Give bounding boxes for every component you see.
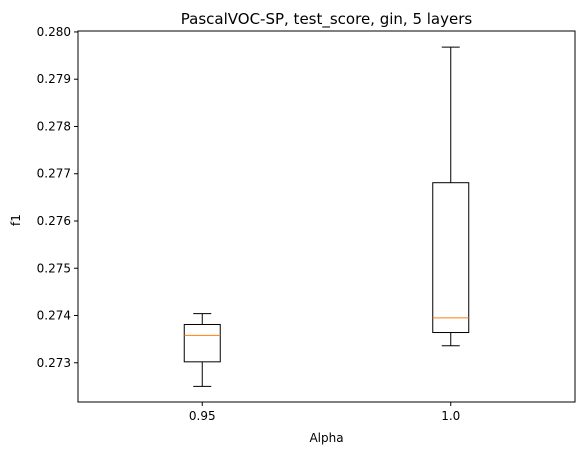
y-tick-label: 0.278 xyxy=(37,119,71,133)
box-1.0 xyxy=(432,46,470,347)
chart-title: PascalVOC-SP, test_score, gin, 5 layers xyxy=(181,10,473,29)
y-tick-label: 0.280 xyxy=(37,25,71,39)
box-body xyxy=(432,182,470,334)
plot-area xyxy=(78,0,575,402)
x-tick-label: 1.0 xyxy=(441,409,460,423)
y-ticks: 0.273 0.274 0.275 0.276 0.277 0.278 0.279 0.280 xyxy=(37,25,78,370)
x-tick-label: 0.95 xyxy=(189,409,216,423)
y-tick-label: 0.275 xyxy=(37,261,71,275)
y-tick-label: 0.277 xyxy=(37,167,71,181)
plot-frame xyxy=(77,30,576,403)
box-body xyxy=(183,323,221,363)
box-0.95 xyxy=(183,313,221,387)
y-tick-label: 0.276 xyxy=(37,214,71,228)
x-axis-label: Alpha xyxy=(309,431,343,445)
boxes-layer xyxy=(183,46,470,387)
y-axis-label: f1 xyxy=(9,214,23,226)
y-tick-label: 0.273 xyxy=(37,356,71,370)
y-tick-label: 0.274 xyxy=(37,309,71,323)
y-tick-label: 0.279 xyxy=(37,72,71,86)
x-ticks: 0.95 1.0 xyxy=(189,402,460,423)
